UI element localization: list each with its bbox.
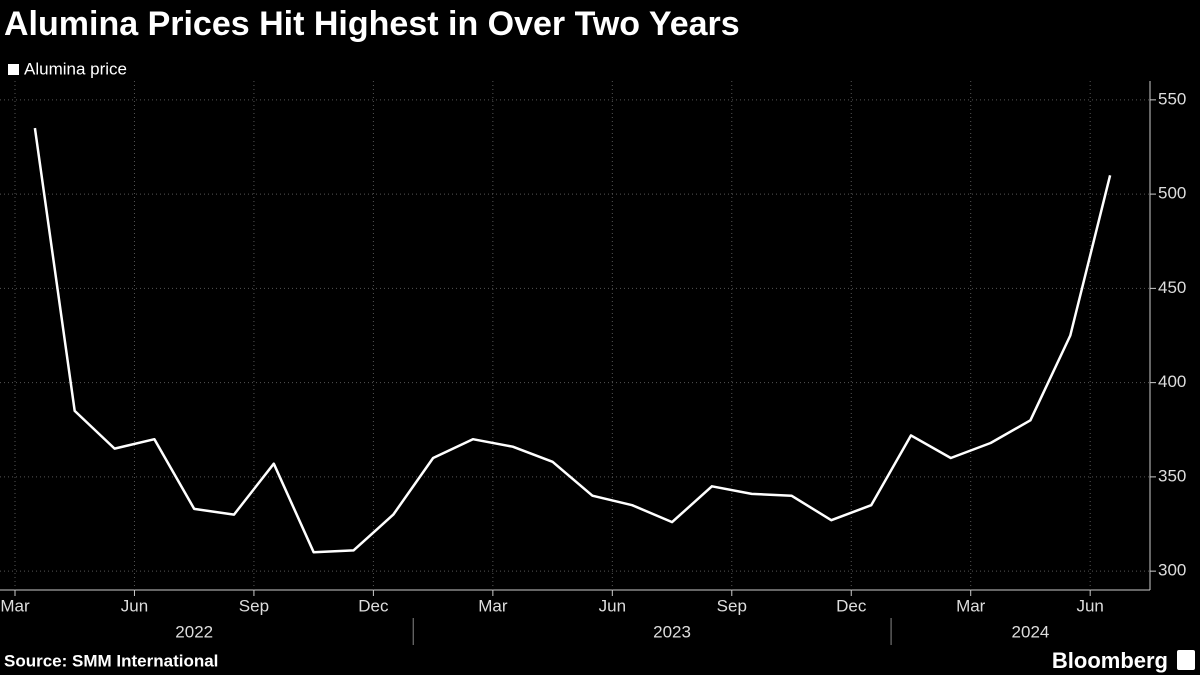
brand: Bloomberg [1052,648,1168,673]
brand-icon [1177,650,1195,670]
x-tick-label: Mar [956,596,986,615]
x-group-label: 2023 [653,622,691,641]
x-tick-label: Dec [836,596,867,615]
x-tick-label: Dec [358,596,389,615]
x-tick-label: Mar [0,596,30,615]
y-tick-label: 450 [1158,278,1186,297]
x-tick-label: Jun [121,596,148,615]
y-tick-label: 550 [1158,89,1186,108]
legend-label: Alumina price [24,59,127,78]
y-tick-label: 500 [1158,184,1186,203]
legend-swatch [8,64,19,75]
x-tick-label: Mar [478,596,508,615]
x-group-label: 2022 [175,622,213,641]
y-tick-label: 400 [1158,372,1186,391]
x-tick-label: Sep [717,596,747,615]
source: Source: SMM International [4,651,218,670]
price-line [33,127,1112,554]
y-tick-label: 300 [1158,561,1186,580]
x-tick-label: Jun [1076,596,1103,615]
y-tick-label: 350 [1158,466,1186,485]
chart-title: Alumina Prices Hit Highest in Over Two Y… [4,5,740,43]
x-tick-label: Jun [599,596,626,615]
x-group-label: 2024 [1012,622,1050,641]
x-tick-label: Sep [239,596,269,615]
